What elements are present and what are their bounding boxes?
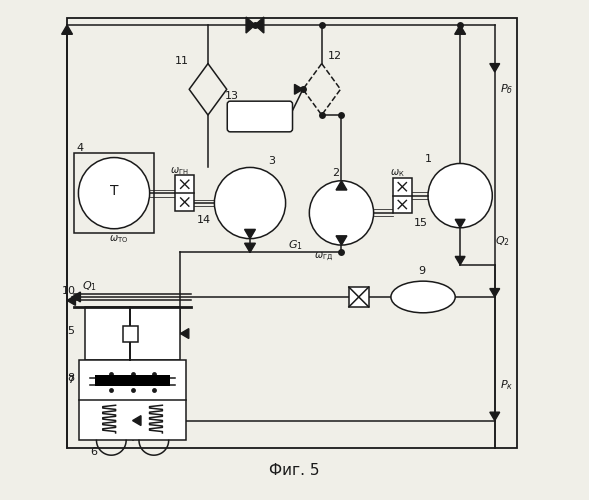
- Circle shape: [309, 181, 373, 245]
- Polygon shape: [255, 17, 264, 33]
- Text: 9: 9: [418, 266, 425, 276]
- Text: 4: 4: [77, 143, 84, 153]
- Text: 14: 14: [197, 216, 211, 226]
- Circle shape: [214, 168, 286, 238]
- Bar: [95, 375, 170, 386]
- Text: $P_к$: $P_к$: [499, 378, 513, 392]
- Polygon shape: [336, 181, 347, 190]
- Polygon shape: [294, 84, 303, 94]
- Bar: [176, 176, 194, 211]
- Text: 3: 3: [268, 156, 275, 166]
- Text: 11: 11: [174, 56, 188, 66]
- Polygon shape: [180, 328, 189, 338]
- Text: 7: 7: [67, 376, 74, 386]
- Polygon shape: [455, 256, 465, 265]
- Text: $\omega_{\rm ГН}$: $\omega_{\rm ГН}$: [170, 165, 189, 176]
- Text: 13: 13: [225, 91, 239, 101]
- Text: 5: 5: [67, 326, 74, 336]
- Bar: [80, 360, 186, 440]
- Bar: [85, 307, 180, 360]
- Polygon shape: [244, 243, 256, 252]
- Text: $\omega_{\rm ГД}$: $\omega_{\rm ГД}$: [315, 250, 333, 262]
- Polygon shape: [336, 236, 347, 245]
- Bar: [74, 154, 154, 233]
- Text: 10: 10: [62, 286, 76, 296]
- Polygon shape: [133, 416, 141, 426]
- Polygon shape: [490, 412, 499, 420]
- Text: 12: 12: [327, 50, 342, 60]
- Bar: [67, 18, 517, 448]
- Polygon shape: [490, 64, 499, 72]
- Polygon shape: [455, 25, 465, 34]
- Bar: [393, 178, 412, 214]
- Text: $P_б$: $P_б$: [499, 82, 513, 96]
- Polygon shape: [244, 230, 256, 238]
- Bar: [123, 326, 138, 342]
- FancyBboxPatch shape: [227, 101, 293, 132]
- Text: $Q_1$: $Q_1$: [82, 280, 97, 293]
- Ellipse shape: [391, 281, 455, 313]
- Text: 8: 8: [67, 372, 74, 382]
- Text: 2: 2: [332, 168, 339, 178]
- Text: T: T: [110, 184, 118, 198]
- Polygon shape: [455, 220, 465, 228]
- Text: $\omega_{\rm ТО}$: $\omega_{\rm ТО}$: [109, 233, 128, 245]
- Text: $\omega_{\rm К}$: $\omega_{\rm К}$: [391, 168, 405, 179]
- Bar: [349, 287, 369, 307]
- Polygon shape: [67, 296, 75, 306]
- Text: 1: 1: [425, 154, 432, 164]
- Polygon shape: [490, 288, 499, 297]
- Text: $Q_2$: $Q_2$: [495, 234, 509, 247]
- Text: 15: 15: [414, 218, 428, 228]
- Text: 6: 6: [90, 447, 97, 457]
- Polygon shape: [246, 17, 255, 33]
- Text: $G_1$: $G_1$: [288, 238, 303, 252]
- Text: Фиг. 5: Фиг. 5: [269, 462, 320, 477]
- Polygon shape: [72, 292, 81, 302]
- Circle shape: [78, 158, 150, 228]
- Circle shape: [428, 164, 492, 228]
- Polygon shape: [62, 25, 72, 34]
